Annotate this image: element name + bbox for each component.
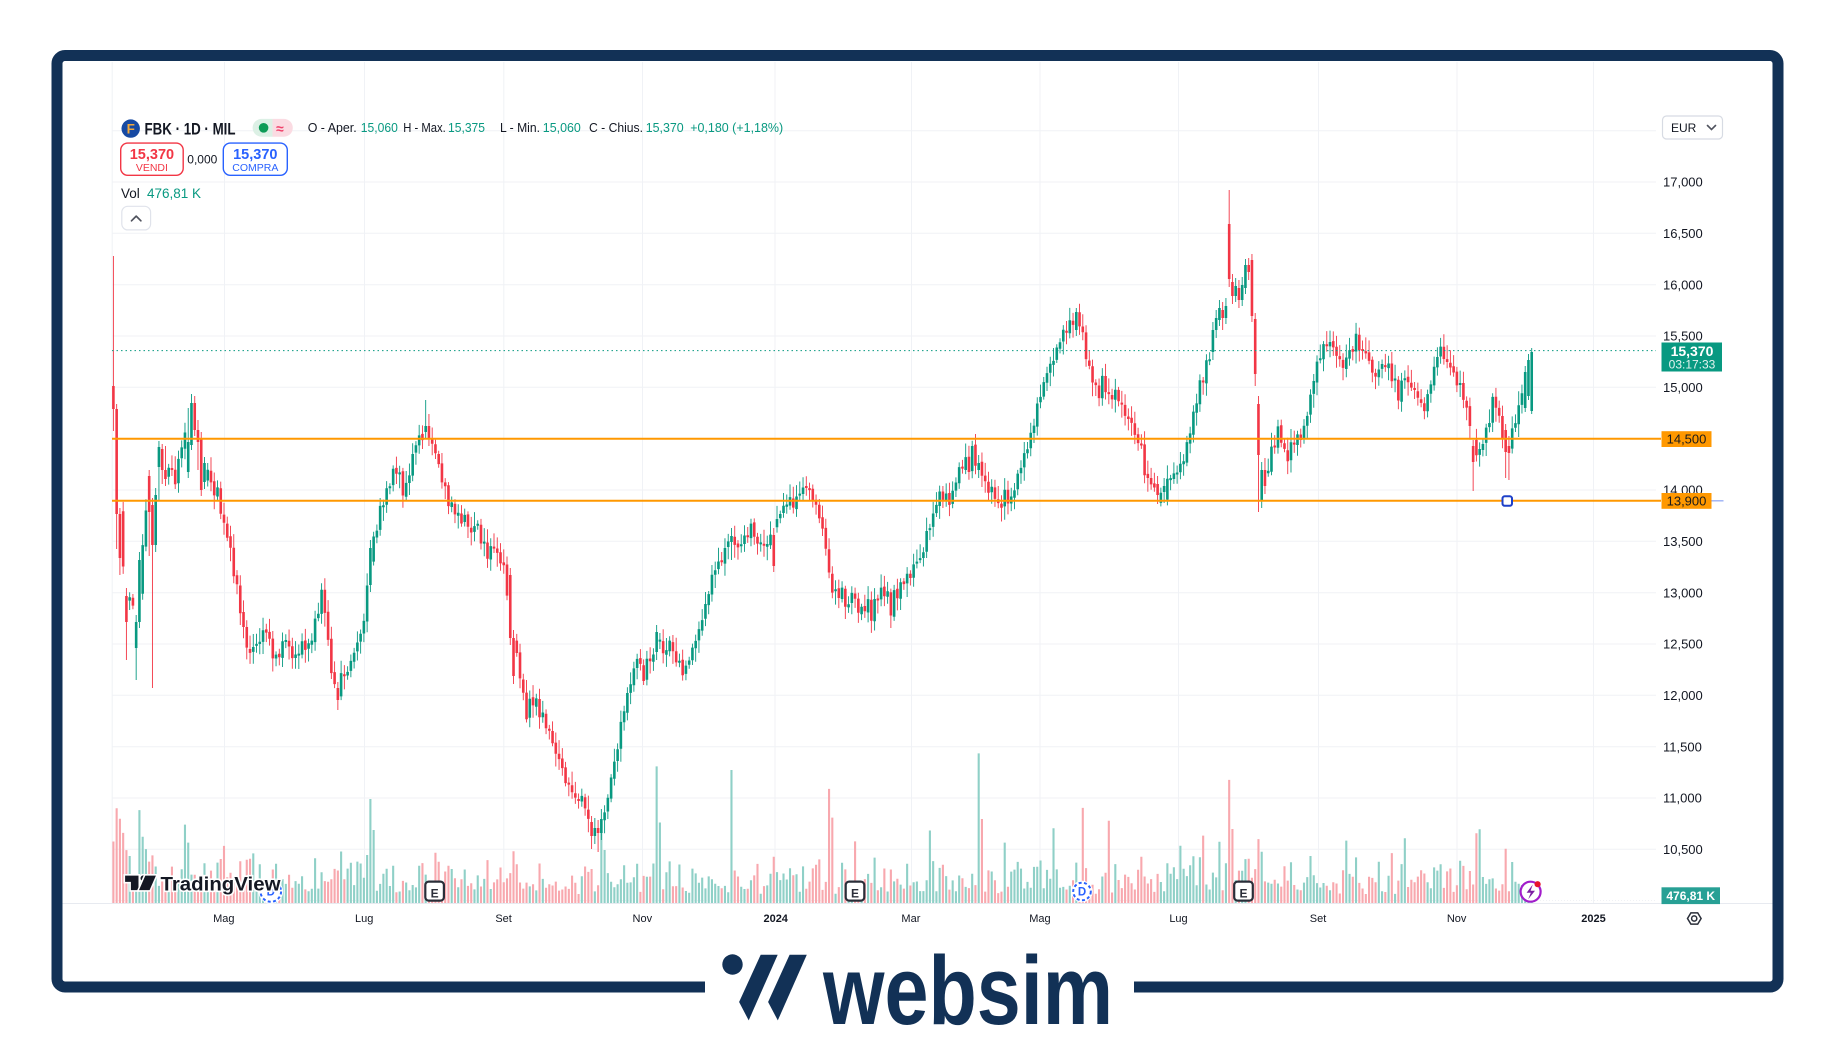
svg-text:C - Chius.: C - Chius.: [589, 120, 643, 135]
svg-text:15,000: 15,000: [1663, 380, 1703, 395]
svg-text:16,000: 16,000: [1663, 277, 1703, 292]
svg-text:476,81 K: 476,81 K: [1666, 889, 1715, 903]
svg-text:2025: 2025: [1581, 913, 1605, 925]
svg-text:Set: Set: [1310, 913, 1327, 925]
svg-text:16,500: 16,500: [1663, 226, 1703, 241]
svg-text:0,000: 0,000: [187, 152, 217, 166]
svg-text:11,000: 11,000: [1663, 791, 1702, 806]
svg-text:EUR: EUR: [1671, 121, 1697, 135]
svg-text:13,000: 13,000: [1663, 585, 1703, 600]
svg-text:Mag: Mag: [213, 913, 234, 925]
svg-text:15,060: 15,060: [543, 120, 581, 135]
svg-text:03:17:33: 03:17:33: [1669, 358, 1716, 372]
svg-text:E: E: [851, 887, 859, 901]
svg-text:476,81 K: 476,81 K: [147, 186, 201, 201]
svg-text:15,370: 15,370: [130, 147, 174, 163]
svg-text:12,000: 12,000: [1663, 688, 1703, 703]
svg-text:F: F: [127, 122, 135, 137]
svg-text:VENDI: VENDI: [136, 162, 168, 174]
svg-text:Mag: Mag: [1029, 913, 1050, 925]
svg-text:H - Max.: H - Max.: [403, 120, 446, 135]
svg-text:websim: websim: [822, 936, 1113, 1044]
svg-text:15,370: 15,370: [646, 120, 684, 135]
svg-text:Nov: Nov: [633, 913, 653, 925]
svg-text:O - Aper.: O - Aper.: [308, 120, 357, 135]
svg-text:15,370: 15,370: [233, 147, 277, 163]
svg-text:14,500: 14,500: [1667, 432, 1707, 447]
svg-text:E: E: [431, 887, 439, 901]
svg-text:+0,180 (+1,18%): +0,180 (+1,18%): [690, 120, 783, 135]
svg-text:FBK · 1D · MIL: FBK · 1D · MIL: [145, 120, 236, 139]
svg-text:D: D: [267, 887, 275, 899]
svg-text:10,500: 10,500: [1663, 842, 1703, 857]
svg-text:2024: 2024: [763, 913, 788, 925]
svg-text:TradingView: TradingView: [161, 874, 282, 896]
svg-text:Lug: Lug: [355, 913, 373, 925]
svg-text:L - Min.: L - Min.: [500, 120, 540, 135]
svg-text:COMPRA: COMPRA: [232, 162, 278, 174]
svg-text:Nov: Nov: [1447, 913, 1467, 925]
svg-text:11,500: 11,500: [1663, 739, 1702, 754]
svg-text:15,060: 15,060: [361, 120, 398, 135]
svg-text:E: E: [1239, 887, 1247, 901]
svg-text:≈: ≈: [276, 121, 284, 137]
svg-text:13,900: 13,900: [1667, 493, 1707, 508]
svg-text:15,500: 15,500: [1663, 329, 1703, 344]
svg-text:15,370: 15,370: [1671, 343, 1714, 359]
svg-text:Mar: Mar: [901, 913, 920, 925]
svg-text:Lug: Lug: [1169, 913, 1187, 925]
svg-text:12,500: 12,500: [1663, 637, 1703, 652]
svg-text:15,375: 15,375: [448, 120, 485, 135]
svg-text:D: D: [1078, 887, 1086, 899]
svg-text:Set: Set: [495, 913, 512, 925]
svg-text:Vol: Vol: [121, 186, 140, 201]
svg-text:13,500: 13,500: [1663, 534, 1703, 549]
svg-text:17,000: 17,000: [1663, 175, 1703, 190]
